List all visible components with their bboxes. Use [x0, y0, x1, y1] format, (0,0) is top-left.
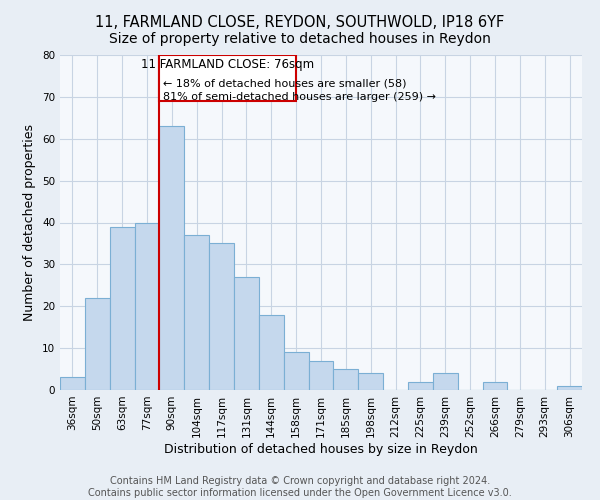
Bar [358, 373, 383, 390]
FancyBboxPatch shape [160, 55, 296, 101]
Bar [284, 352, 308, 390]
Bar [308, 360, 334, 390]
Bar [160, 126, 184, 390]
X-axis label: Distribution of detached houses by size in Reydon: Distribution of detached houses by size … [164, 442, 478, 456]
Text: Size of property relative to detached houses in Reydon: Size of property relative to detached ho… [109, 32, 491, 46]
Bar [433, 373, 458, 390]
Text: 81% of semi-detached houses are larger (259) →: 81% of semi-detached houses are larger (… [163, 92, 436, 102]
Bar [134, 222, 160, 390]
Bar [85, 298, 110, 390]
Text: 11 FARMLAND CLOSE: 76sqm: 11 FARMLAND CLOSE: 76sqm [141, 58, 314, 71]
Bar [482, 382, 508, 390]
Bar [259, 314, 284, 390]
Bar [234, 277, 259, 390]
Bar [184, 235, 209, 390]
Y-axis label: Number of detached properties: Number of detached properties [23, 124, 37, 321]
Bar [60, 378, 85, 390]
Bar [334, 369, 358, 390]
Bar [557, 386, 582, 390]
Text: 11, FARMLAND CLOSE, REYDON, SOUTHWOLD, IP18 6YF: 11, FARMLAND CLOSE, REYDON, SOUTHWOLD, I… [95, 15, 505, 30]
Text: Contains HM Land Registry data © Crown copyright and database right 2024.
Contai: Contains HM Land Registry data © Crown c… [88, 476, 512, 498]
Bar [209, 244, 234, 390]
Bar [110, 226, 134, 390]
Bar [408, 382, 433, 390]
Text: ← 18% of detached houses are smaller (58): ← 18% of detached houses are smaller (58… [163, 78, 407, 88]
